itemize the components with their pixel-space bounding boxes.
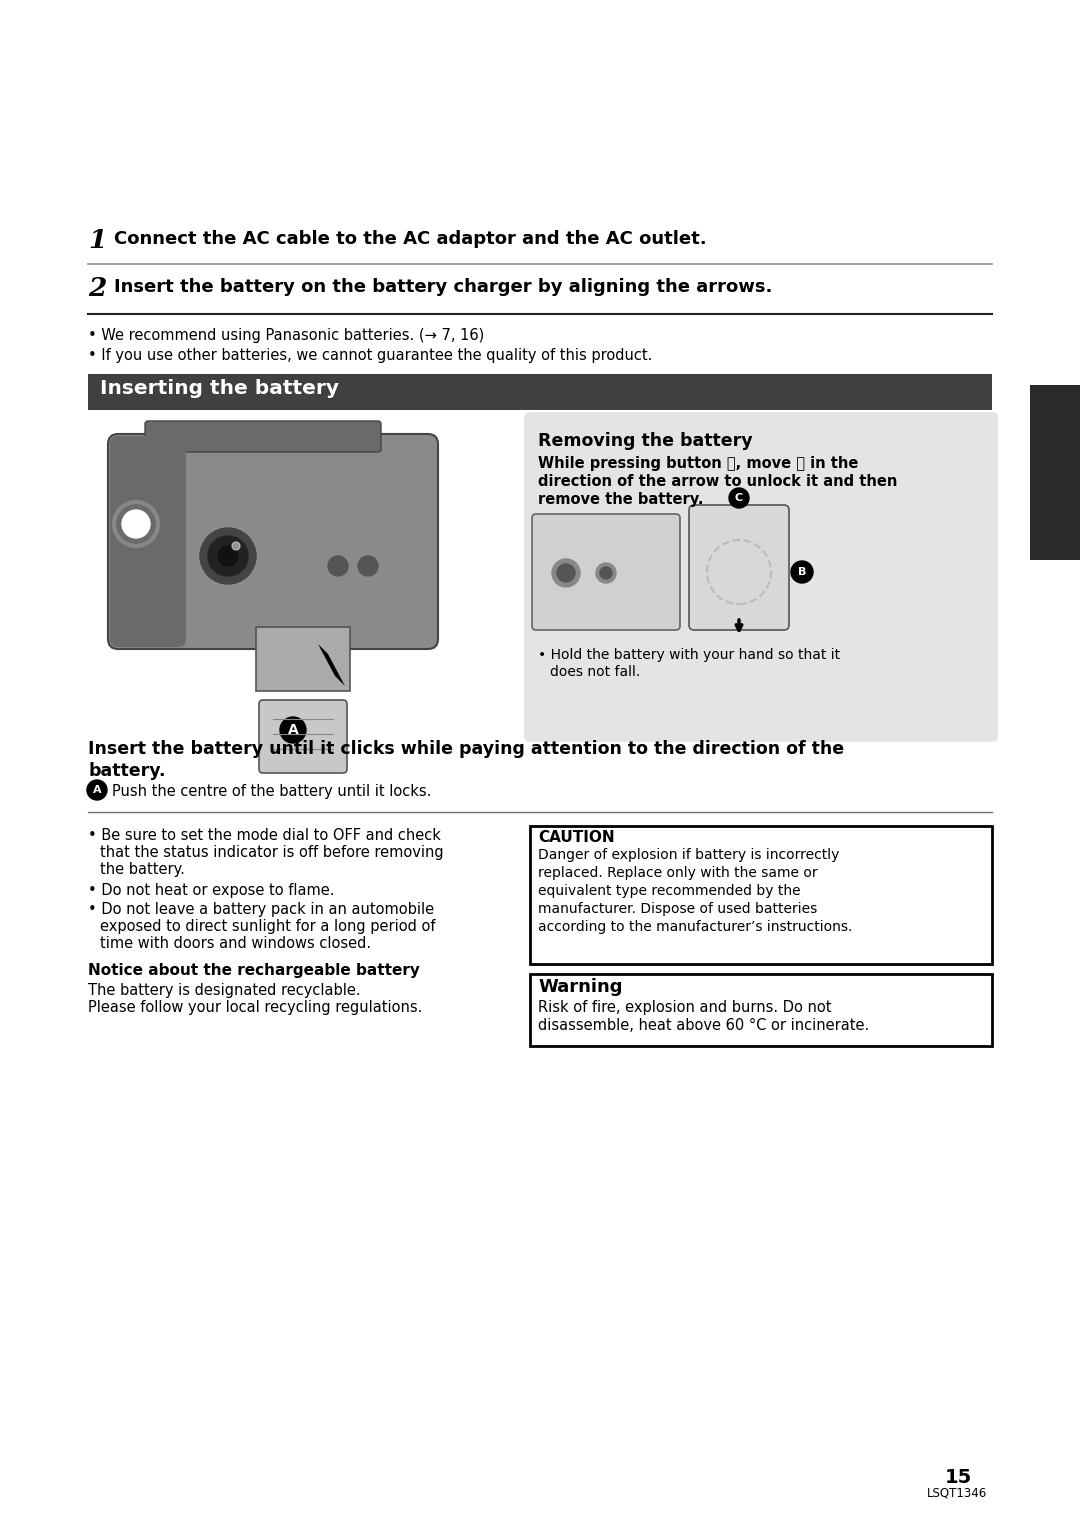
FancyBboxPatch shape xyxy=(108,434,438,649)
Text: 2: 2 xyxy=(87,277,106,301)
Text: The battery is designated recyclable.: The battery is designated recyclable. xyxy=(87,983,361,998)
Circle shape xyxy=(200,529,256,584)
Circle shape xyxy=(87,779,107,801)
Text: CAUTION: CAUTION xyxy=(538,830,615,845)
Circle shape xyxy=(122,510,150,538)
Text: Inserting the battery: Inserting the battery xyxy=(100,379,339,397)
FancyBboxPatch shape xyxy=(259,700,347,773)
Circle shape xyxy=(218,545,238,565)
Text: Push the centre of the battery until it locks.: Push the centre of the battery until it … xyxy=(112,784,431,799)
Text: B: B xyxy=(798,567,806,578)
Text: C: C xyxy=(734,494,743,503)
FancyBboxPatch shape xyxy=(145,422,381,452)
Bar xyxy=(87,423,518,714)
Text: the battery.: the battery. xyxy=(100,862,185,877)
Circle shape xyxy=(232,542,240,550)
Text: Please follow your local recycling regulations.: Please follow your local recycling regul… xyxy=(87,999,422,1015)
Circle shape xyxy=(791,561,813,584)
FancyBboxPatch shape xyxy=(532,513,680,630)
Text: • Do not heat or expose to flame.: • Do not heat or expose to flame. xyxy=(87,883,335,898)
Text: according to the manufacturer’s instructions.: according to the manufacturer’s instruct… xyxy=(538,920,852,934)
FancyBboxPatch shape xyxy=(524,413,998,743)
Text: • Be sure to set the mode dial to OFF and check: • Be sure to set the mode dial to OFF an… xyxy=(87,828,441,843)
Text: • Hold the battery with your hand so that it: • Hold the battery with your hand so tha… xyxy=(538,648,840,662)
Text: equivalent type recommended by the: equivalent type recommended by the xyxy=(538,885,800,898)
Text: Warning: Warning xyxy=(538,978,622,996)
Text: remove the battery.: remove the battery. xyxy=(538,492,703,507)
FancyBboxPatch shape xyxy=(689,504,789,630)
Text: exposed to direct sunlight for a long period of: exposed to direct sunlight for a long pe… xyxy=(100,918,435,934)
Text: A: A xyxy=(287,723,298,736)
Text: • We recommend using Panasonic batteries. (→ 7, 16): • We recommend using Panasonic batteries… xyxy=(87,329,484,342)
Text: time with doors and windows closed.: time with doors and windows closed. xyxy=(100,937,372,950)
Circle shape xyxy=(208,536,248,576)
Text: Insert the battery until it clicks while paying attention to the direction of th: Insert the battery until it clicks while… xyxy=(87,740,845,758)
Circle shape xyxy=(557,564,575,582)
Text: • Do not leave a battery pack in an automobile: • Do not leave a battery pack in an auto… xyxy=(87,902,434,917)
Bar xyxy=(1030,385,1080,559)
Bar xyxy=(530,973,993,1047)
Text: A: A xyxy=(93,785,102,795)
Text: • If you use other batteries, we cannot guarantee the quality of this product.: • If you use other batteries, we cannot … xyxy=(87,348,652,364)
Text: 1: 1 xyxy=(87,228,106,254)
Circle shape xyxy=(600,567,612,579)
Text: disassemble, heat above 60 °C or incinerate.: disassemble, heat above 60 °C or inciner… xyxy=(538,1018,869,1033)
FancyBboxPatch shape xyxy=(110,435,186,646)
Circle shape xyxy=(328,556,348,576)
Bar xyxy=(530,827,993,964)
Text: battery.: battery. xyxy=(87,762,165,779)
Circle shape xyxy=(552,559,580,587)
Circle shape xyxy=(357,556,378,576)
Text: 15: 15 xyxy=(945,1468,972,1487)
Text: LSQT1346: LSQT1346 xyxy=(927,1487,987,1500)
Circle shape xyxy=(596,562,616,584)
Text: direction of the arrow to unlock it and then: direction of the arrow to unlock it and … xyxy=(538,474,897,489)
Text: does not fall.: does not fall. xyxy=(550,665,640,678)
Text: While pressing button Ⓑ, move Ⓒ in the: While pressing button Ⓑ, move Ⓒ in the xyxy=(538,455,859,471)
Text: Removing the battery: Removing the battery xyxy=(538,432,753,451)
Text: replaced. Replace only with the same or: replaced. Replace only with the same or xyxy=(538,866,818,880)
Polygon shape xyxy=(318,643,345,686)
Text: Connect the AC cable to the AC adaptor and the AC outlet.: Connect the AC cable to the AC adaptor a… xyxy=(114,231,706,248)
Text: Insert the battery on the battery charger by aligning the arrows.: Insert the battery on the battery charge… xyxy=(114,278,772,296)
Text: Risk of fire, explosion and burns. Do not: Risk of fire, explosion and burns. Do no… xyxy=(538,999,832,1015)
Bar xyxy=(87,374,993,410)
Text: Danger of explosion if battery is incorrectly: Danger of explosion if battery is incorr… xyxy=(538,848,839,862)
FancyBboxPatch shape xyxy=(256,626,350,691)
Circle shape xyxy=(280,717,306,743)
Text: that the status indicator is off before removing: that the status indicator is off before … xyxy=(100,845,444,860)
Circle shape xyxy=(729,487,750,507)
Text: manufacturer. Dispose of used batteries: manufacturer. Dispose of used batteries xyxy=(538,902,818,915)
Text: Notice about the rechargeable battery: Notice about the rechargeable battery xyxy=(87,963,420,978)
